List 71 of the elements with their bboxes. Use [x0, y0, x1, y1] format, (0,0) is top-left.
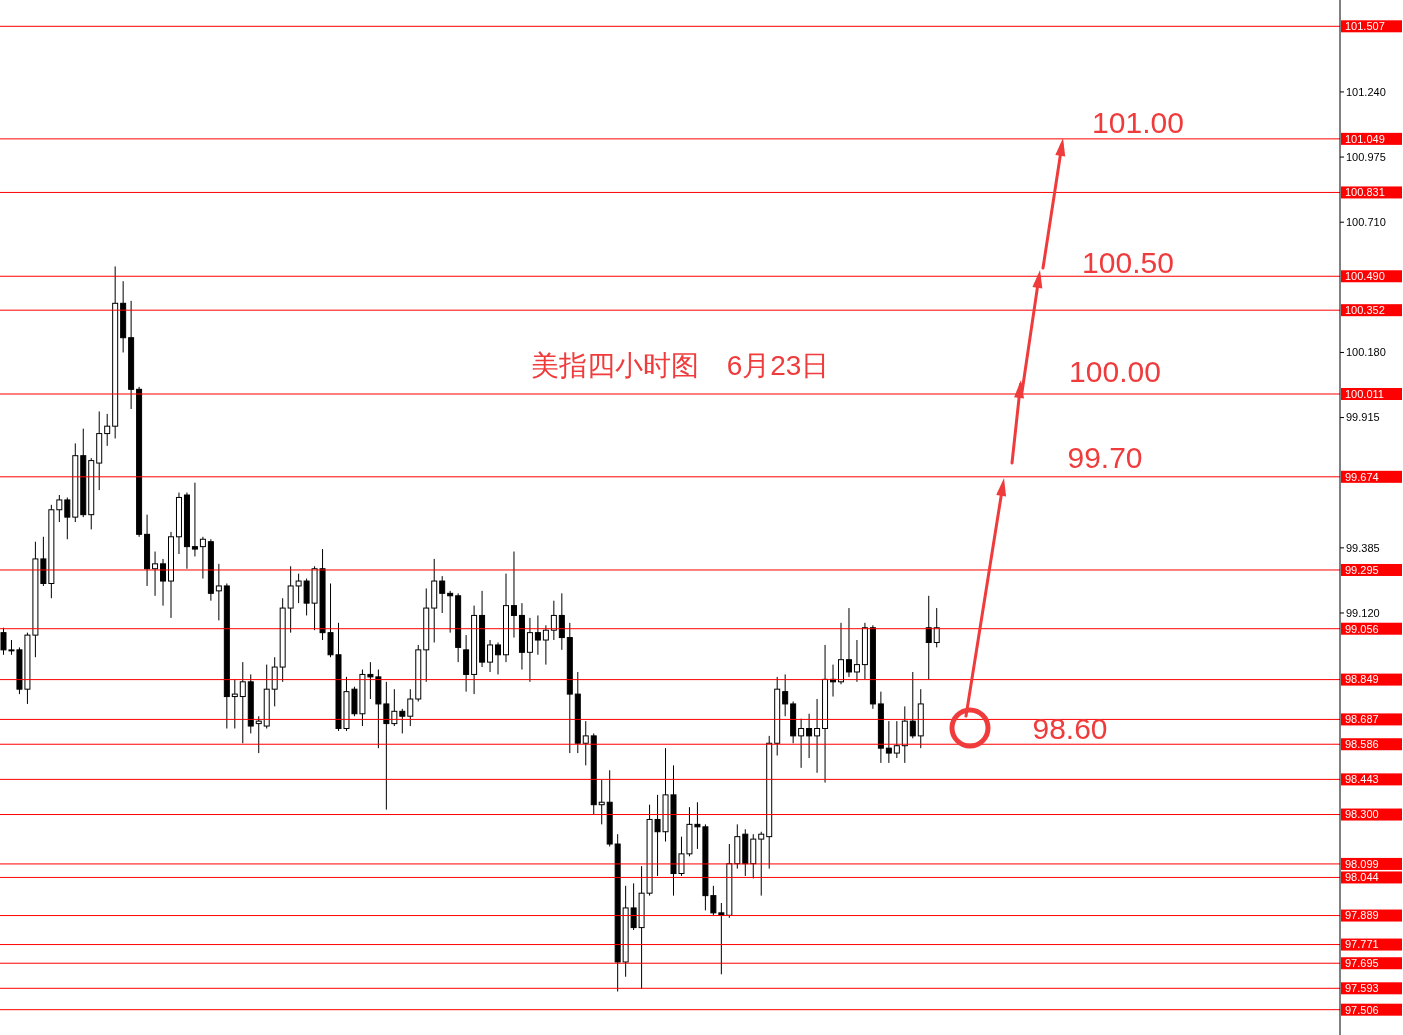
- candlestick: [925, 595, 932, 680]
- candlestick: [495, 641, 502, 675]
- candlestick: [933, 607, 940, 648]
- ref-line-label: 98.687: [1345, 713, 1379, 726]
- y-tick-label: 99.120: [1346, 606, 1380, 619]
- ref-line-label: 99.295: [1345, 563, 1379, 576]
- candlestick: [487, 639, 494, 673]
- candlestick: [215, 563, 222, 621]
- ref-line-label: 100.490: [1345, 270, 1385, 283]
- candlestick: [510, 551, 517, 639]
- y-tick-label: 99.385: [1346, 541, 1380, 554]
- candlestick: [271, 656, 278, 707]
- candlestick: [231, 678, 238, 730]
- candlestick: [814, 698, 821, 774]
- candlestick: [534, 614, 541, 656]
- candlestick: [550, 600, 557, 641]
- ref-line-label: 98.044: [1345, 871, 1379, 884]
- candlestick: [885, 720, 892, 764]
- ref-line-label: 98.849: [1345, 673, 1379, 686]
- candlestick: [598, 779, 605, 825]
- ref-line-label: 100.011: [1345, 387, 1384, 400]
- candlestick: [447, 590, 454, 634]
- ref-line-label: 98.300: [1345, 808, 1379, 821]
- annotation: 100.50: [1082, 245, 1174, 279]
- annotation: 101.00: [1092, 105, 1184, 139]
- candlestick: [558, 592, 565, 651]
- candlestick: [104, 413, 111, 447]
- ref-line-label: 97.771: [1345, 938, 1379, 951]
- candlestick: [239, 661, 246, 744]
- y-tick-label: 100.975: [1346, 150, 1386, 163]
- ref-line-label: 98.586: [1345, 738, 1379, 751]
- ref-line-label: 98.443: [1345, 773, 1379, 786]
- ref-line-label: 101.049: [1345, 132, 1385, 145]
- y-tick-label: 99.915: [1346, 411, 1380, 424]
- annotation: 100.00: [1069, 354, 1161, 388]
- candlestick: [191, 482, 198, 557]
- ref-line-label: 101.507: [1345, 20, 1385, 33]
- ref-line-label: 97.889: [1345, 909, 1379, 922]
- candlestick: [255, 715, 262, 754]
- candlestick: [199, 536, 206, 580]
- ref-line-label: 100.831: [1345, 186, 1385, 199]
- ref-line-label: 100.352: [1345, 304, 1385, 317]
- ref-line-label: 98.099: [1345, 857, 1379, 870]
- candlestick: [845, 607, 852, 678]
- candlestick: [782, 673, 789, 717]
- y-tick-label: 101.240: [1346, 85, 1386, 98]
- candlestick: [853, 639, 860, 683]
- candlestick: [806, 713, 813, 759]
- candlestick: [838, 622, 844, 685]
- ref-line-label: 97.506: [1345, 1003, 1379, 1016]
- candlestick: [407, 688, 414, 727]
- candlestick: [582, 720, 589, 766]
- candlestick: [526, 617, 533, 683]
- text: 美指四小时图 6月23日: [530, 349, 830, 381]
- candlestick: [399, 708, 406, 734]
- ref-line-label: 97.695: [1345, 957, 1379, 970]
- annotation: 98.60: [1032, 711, 1108, 745]
- candlestick: [893, 720, 900, 759]
- y-tick-label: 100.180: [1346, 346, 1386, 359]
- annotation: 99.70: [1067, 440, 1143, 474]
- candlestick: [758, 831, 765, 897]
- ref-line-label: 97.593: [1345, 982, 1379, 995]
- candlestick: [542, 624, 549, 666]
- candlestick: [64, 496, 71, 540]
- ref-line-label: 99.056: [1345, 622, 1379, 635]
- candlestick: [798, 718, 805, 769]
- y-tick-label: 100.710: [1346, 216, 1386, 229]
- candlestick: [152, 551, 159, 597]
- candlestick: [439, 575, 446, 614]
- ref-line-label: 99.674: [1345, 470, 1379, 483]
- candlestick: [909, 671, 916, 739]
